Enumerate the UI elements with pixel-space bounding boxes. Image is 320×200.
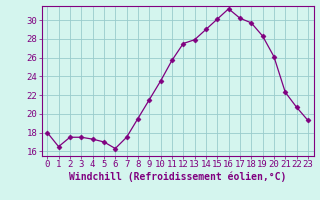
X-axis label: Windchill (Refroidissement éolien,°C): Windchill (Refroidissement éolien,°C) <box>69 172 286 182</box>
